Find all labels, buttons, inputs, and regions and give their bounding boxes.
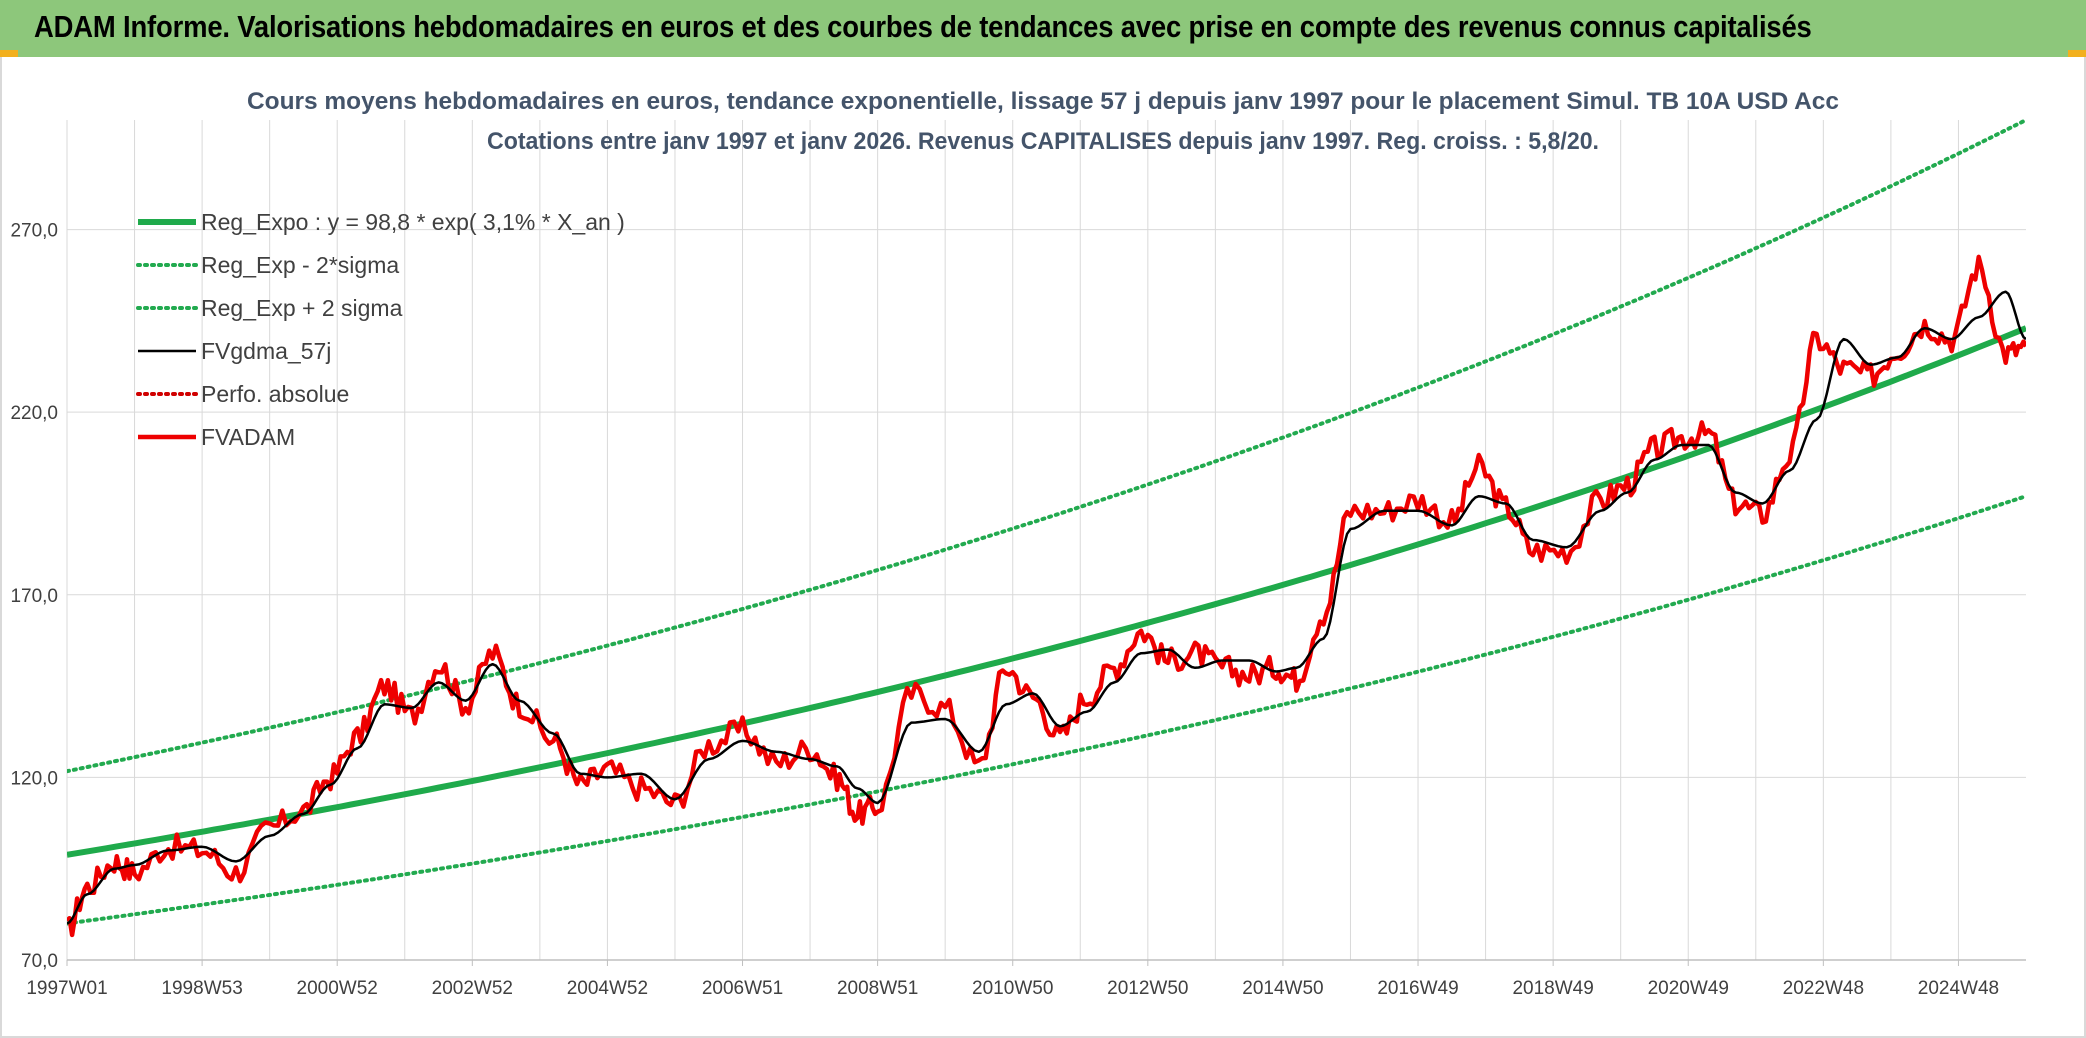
y-tick-label: 170,0 <box>10 586 58 607</box>
x-tick-label: 1998W53 <box>161 978 242 999</box>
x-tick-label: 2014W50 <box>1242 978 1323 999</box>
x-tick-label: 2008W51 <box>837 978 918 999</box>
legend-label: FVgdma_57j <box>201 338 331 364</box>
y-tick-label: 220,0 <box>10 403 58 424</box>
legend-perfo-absolue: Perfo. absolue <box>136 381 349 407</box>
legend-reg-exp-plus-2sigma: Reg_Exp + 2 sigma <box>136 295 403 321</box>
y-tick-label: 70,0 <box>21 951 58 972</box>
series-line-fvgdma-57j <box>67 290 2026 925</box>
legend-label: Reg_Exp + 2 sigma <box>201 295 403 321</box>
series-layer <box>67 118 2026 938</box>
legend-label: Reg_Expo : y = 98,8 * exp( 3,1% * X_an ) <box>201 209 625 235</box>
x-tick-label: 2018W49 <box>1512 978 1593 999</box>
legend-fvadam: FVADAM <box>138 424 295 450</box>
x-tick-label: 2012W50 <box>1107 978 1188 999</box>
report-banner: ADAM Informe. Valorisations hebdomadaire… <box>0 0 2086 57</box>
corner-accent-right <box>2068 50 2086 57</box>
x-tick-label: 2002W52 <box>432 978 513 999</box>
x-tick-label: 2020W49 <box>1648 978 1729 999</box>
x-tick-label: 1997W01 <box>26 978 107 999</box>
series-line-reg-exp-minus-2sigma <box>67 494 2026 926</box>
corner-accent-left <box>0 50 18 57</box>
legend-reg-expo: Reg_Expo : y = 98,8 * exp( 3,1% * X_an ) <box>138 209 625 235</box>
x-tick-label: 2016W49 <box>1377 978 1458 999</box>
chart-titles: Cours moyens hebdomadaires en euros, ten… <box>247 88 1839 155</box>
x-tick-label: 2000W52 <box>297 978 378 999</box>
legend-label: Perfo. absolue <box>201 381 349 407</box>
axes: 70,0 120,0 170,0 220,0 270,0 1997W01 1998W53 20… <box>10 221 2026 999</box>
legend-label: Reg_Exp - 2*sigma <box>201 252 399 278</box>
series-line-fvadam <box>67 254 2026 938</box>
x-tick-label: 2010W50 <box>972 978 1053 999</box>
report-title: ADAM Informe. Valorisations hebdomadaire… <box>34 9 1812 44</box>
x-tick-label: 2004W52 <box>567 978 648 999</box>
legend: Reg_Expo : y = 98,8 * exp( 3,1% * X_an )… <box>136 209 625 450</box>
x-tick-label: 2006W51 <box>702 978 783 999</box>
y-tick-label: 270,0 <box>10 221 58 242</box>
legend-label: FVADAM <box>201 424 295 450</box>
x-tick-label: 2024W48 <box>1918 978 1999 999</box>
grid-lines <box>66 120 2026 961</box>
legend-reg-exp-minus-2sigma: Reg_Exp - 2*sigma <box>136 252 399 278</box>
chart-title-line-2: Cotations entre janv 1997 et janv 2026. … <box>487 128 1599 155</box>
legend-fvgdma-57j: FVgdma_57j <box>138 338 331 364</box>
x-tick-label: 2022W48 <box>1783 978 1864 999</box>
chart-title-line-1: Cours moyens hebdomadaires en euros, ten… <box>247 88 1839 115</box>
series-line-reg-expo <box>67 325 2026 858</box>
y-tick-label: 120,0 <box>10 768 58 789</box>
